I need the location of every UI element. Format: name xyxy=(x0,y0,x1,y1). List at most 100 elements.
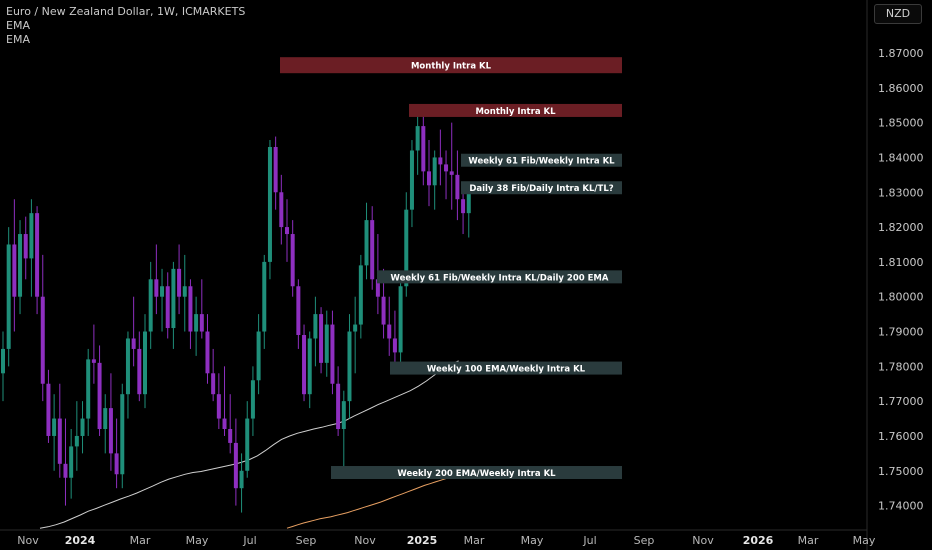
candle-body xyxy=(245,418,250,471)
ema-indicator-label[interactable]: EMA xyxy=(6,19,30,32)
candle-body xyxy=(188,286,193,332)
symbol-title[interactable]: Euro / New Zealand Dollar, 1W, ICMARKETS xyxy=(6,5,246,18)
candle xyxy=(273,136,278,210)
candle xyxy=(160,268,165,332)
candle xyxy=(114,418,119,489)
price-tick-label: 1.87000 xyxy=(878,47,924,60)
time-tick-label: May xyxy=(521,534,544,547)
candle-body xyxy=(404,209,409,287)
candle-body xyxy=(256,331,261,381)
key-level-zone: Weekly 61 Fib/Weekly Intra KL xyxy=(461,153,622,167)
candle-body xyxy=(364,220,369,266)
candle xyxy=(194,296,199,356)
candle-body xyxy=(302,335,307,395)
candle-body xyxy=(222,418,227,430)
candle-body xyxy=(91,359,96,363)
key-level-zone: Weekly 200 EMA/Weekly Intra KL xyxy=(331,466,622,480)
time-tick-label: 2026 xyxy=(743,534,774,547)
candle-body xyxy=(103,408,108,430)
key-level-zone: Weekly 100 EMA/Weekly Intra KL xyxy=(390,361,622,375)
candle-body xyxy=(387,324,392,339)
candle xyxy=(199,279,204,339)
candle xyxy=(347,314,352,419)
time-tick-label: Jul xyxy=(582,534,596,547)
candle-body xyxy=(228,429,233,443)
candles xyxy=(1,115,471,513)
candle xyxy=(188,279,193,349)
time-tick-label: Mar xyxy=(130,534,151,547)
candle-body xyxy=(57,418,62,464)
zone-label: Weekly 100 EMA/Weekly Intra KL xyxy=(427,365,586,375)
candle-body xyxy=(18,234,23,297)
zone-label: Daily 38 Fib/Daily Intra KL/TL? xyxy=(469,184,613,194)
candle xyxy=(296,279,301,349)
candle-body xyxy=(262,261,267,332)
candle xyxy=(91,324,96,384)
candle xyxy=(438,129,443,186)
candle xyxy=(285,199,289,262)
price-tick-label: 1.77000 xyxy=(878,395,924,408)
candle xyxy=(341,390,346,471)
time-tick-label: May xyxy=(853,534,876,547)
zone-box xyxy=(461,153,622,167)
candle xyxy=(358,254,363,339)
key-level-zone: Monthly Intra KL xyxy=(280,57,622,74)
key-level-zone: Daily 38 Fib/Daily Intra KL/TL? xyxy=(461,181,622,195)
price-tick-label: 1.83000 xyxy=(878,186,924,199)
candle-body xyxy=(52,418,57,436)
candle xyxy=(364,202,369,280)
candle xyxy=(250,366,255,436)
candle-body xyxy=(427,171,431,186)
time-tick-label: Sep xyxy=(634,534,655,547)
candle-body xyxy=(177,268,182,297)
candle xyxy=(125,331,130,419)
candle xyxy=(262,254,267,349)
key-level-zones: Monthly Intra KL Monthly Intra KL Weekly 6… xyxy=(280,57,622,480)
candle-body xyxy=(438,157,443,165)
candle xyxy=(336,366,341,436)
price-tick-label: 1.76000 xyxy=(878,430,924,443)
candle xyxy=(307,331,312,409)
candle xyxy=(1,331,5,402)
candle xyxy=(302,324,307,402)
candle xyxy=(216,373,221,430)
price-axis[interactable]: 1.87000 1.86000 1.85000 1.84000 1.83000 1.820… xyxy=(878,47,924,513)
ema-slow-line xyxy=(286,468,475,529)
price-tick-label: 1.81000 xyxy=(878,256,924,269)
time-tick-label: Nov xyxy=(17,534,39,547)
candle xyxy=(131,296,136,367)
candle xyxy=(40,254,45,402)
zone-label: Weekly 61 Fib/Weekly Intra KL xyxy=(468,157,615,167)
zone-label: Weekly 61 Fib/Weekly Intra KL/Daily 200 … xyxy=(391,273,609,283)
candle-body xyxy=(307,338,312,395)
candle xyxy=(330,310,335,395)
currency-button[interactable]: NZD xyxy=(874,4,922,24)
candle-body xyxy=(1,348,5,374)
candle-body xyxy=(194,314,199,332)
ema-fast-line xyxy=(39,360,459,529)
candle xyxy=(205,314,210,384)
candle xyxy=(57,383,62,478)
candle-body xyxy=(421,126,426,172)
candle-body xyxy=(74,435,79,447)
time-axis[interactable]: Nov 2024 Mar May Jul Sep Nov 2025 Mar May Jul Sep No… xyxy=(17,534,876,547)
candle-body xyxy=(455,174,460,200)
candle xyxy=(154,244,159,315)
candle xyxy=(222,366,227,436)
candle xyxy=(409,140,414,228)
candle xyxy=(35,206,40,315)
candle-body xyxy=(120,394,125,475)
candle-body xyxy=(324,324,329,363)
candle-body xyxy=(35,213,40,297)
candle xyxy=(63,418,68,506)
candle xyxy=(120,383,125,489)
price-tick-label: 1.75000 xyxy=(878,465,924,478)
ema-indicator-label[interactable]: EMA xyxy=(6,33,30,46)
candle xyxy=(46,369,51,443)
candle xyxy=(143,314,147,409)
candle-body xyxy=(285,227,289,235)
candle-body xyxy=(165,286,170,329)
zone-label: Monthly Intra KL xyxy=(411,62,492,72)
zone-box xyxy=(280,57,622,74)
